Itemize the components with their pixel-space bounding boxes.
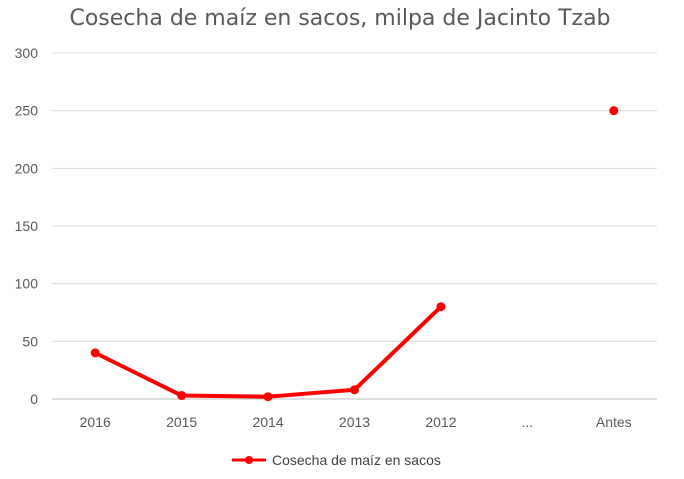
x-tick-label: 2015	[166, 414, 197, 430]
legend[interactable]: Cosecha de maíz en sacos	[232, 452, 441, 468]
legend-label: Cosecha de maíz en sacos	[272, 452, 441, 468]
data-point-2013[interactable]	[350, 385, 359, 395]
y-tick-label: 200	[15, 160, 39, 176]
x-tick-label: Antes	[596, 414, 632, 430]
x-tick-label: ...	[522, 414, 534, 430]
gridlines	[52, 52, 657, 400]
x-tick-label: 2014	[252, 414, 283, 430]
data-point-2012[interactable]	[436, 302, 446, 312]
y-tick-label: 300	[15, 45, 39, 61]
y-tick-label: 0	[30, 391, 38, 407]
y-tick-label: 50	[22, 333, 38, 349]
data-point-Antes[interactable]	[609, 106, 619, 116]
legend-point-marker	[245, 456, 253, 464]
data-point-2016[interactable]	[90, 348, 100, 358]
series-group	[90, 106, 619, 402]
x-tick-label: 2012	[425, 414, 456, 430]
y-tick-label: 100	[15, 276, 39, 292]
x-tick-label: 2016	[80, 414, 111, 430]
x-axis-ticks: 2016 2015 2014 2013 2012... Antes	[80, 414, 632, 430]
chart-title: Cosecha de maíz en sacos, milpa de Jacin…	[69, 6, 610, 31]
series-line	[93, 304, 443, 399]
y-tick-label: 150	[15, 218, 39, 234]
y-axis-ticks: 0 50 100 150 200 250 300	[15, 45, 39, 407]
data-point-2014[interactable]	[263, 392, 273, 402]
x-tick-label: 2013	[339, 414, 370, 430]
data-point-2015[interactable]	[177, 391, 187, 401]
y-tick-label: 250	[15, 103, 39, 119]
